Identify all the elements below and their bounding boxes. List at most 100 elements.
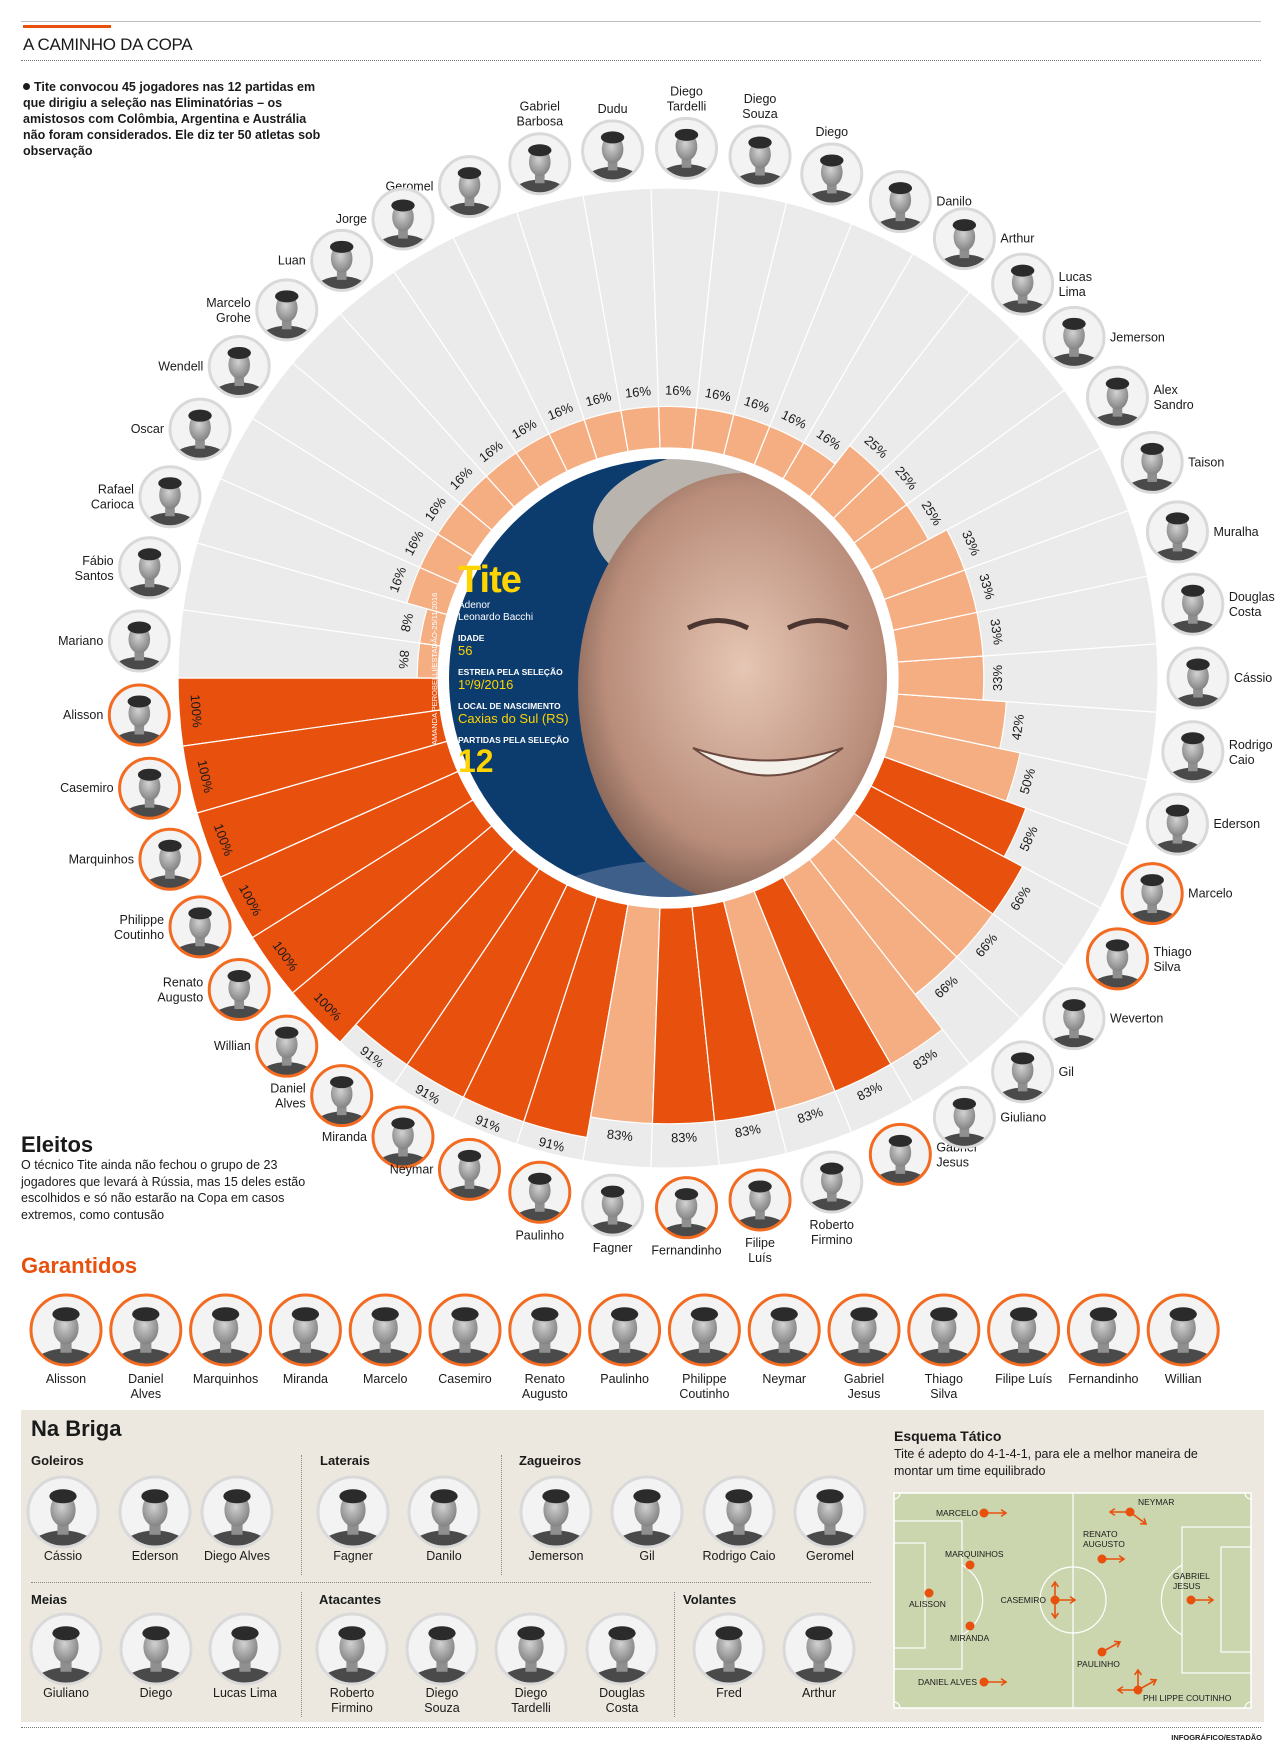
player-name: Gil — [639, 1549, 654, 1563]
divider — [31, 1582, 871, 1583]
player-photo — [987, 1293, 1061, 1367]
player-name: Paulinho — [600, 1372, 649, 1386]
player-name: Diego Souza — [742, 92, 777, 121]
bar — [832, 812, 994, 958]
player-photo — [255, 1014, 319, 1078]
bar — [651, 906, 716, 1125]
player-marker — [979, 1508, 989, 1518]
bar — [883, 569, 978, 631]
player-photo — [189, 1293, 263, 1367]
player-photo — [508, 132, 572, 196]
player-photo — [168, 895, 232, 959]
coach-full-name-1: Adenor — [458, 600, 491, 611]
player-name: Oscar — [131, 422, 164, 436]
field-player-name: DANIEL ALVES — [918, 1677, 977, 1687]
player-marker — [965, 1621, 975, 1631]
player-photo — [138, 827, 202, 891]
value-label: 42% — [1008, 713, 1027, 741]
matches-value: 12 — [458, 743, 494, 779]
player-photo — [315, 1612, 389, 1686]
value-label: 16% — [624, 383, 652, 401]
garantidos-row: Alisson Daniel Alves Marquinhos Miranda Marce… — [29, 1293, 1220, 1401]
player-photo — [932, 1085, 996, 1149]
player-photo — [782, 1612, 856, 1686]
player-photo — [1066, 1293, 1140, 1367]
accent-bar — [23, 25, 111, 28]
player-name: Thiago Silva — [925, 1372, 963, 1401]
value-label: 33% — [987, 618, 1006, 646]
player-photo — [728, 1168, 792, 1232]
player-name: Giuliano — [1000, 1110, 1046, 1124]
value-label: 91% — [537, 1134, 566, 1155]
player-photo — [119, 1612, 193, 1686]
field-player-name: RENATO AUGUSTO — [1083, 1529, 1125, 1549]
player-photo — [109, 1293, 183, 1367]
birthplace-label: LOCAL DE NASCIMENTO — [458, 701, 561, 711]
player-name: Wendell — [158, 359, 203, 373]
group-label-meias: Meias — [31, 1592, 68, 1607]
player-name: Geromel — [806, 1549, 854, 1563]
bar — [416, 642, 441, 679]
intro-text: Tite convocou 45 jogadores nas 12 partid… — [23, 79, 323, 159]
field-player-name: NEYMAR — [1138, 1497, 1174, 1507]
bar — [870, 755, 1027, 858]
bar — [896, 655, 985, 701]
player-marker — [1050, 1595, 1060, 1605]
player-name: Muralha — [1213, 525, 1258, 539]
bar — [354, 848, 541, 1066]
player-photo — [208, 1612, 282, 1686]
field-player-name: PAULINHO — [1077, 1659, 1120, 1669]
bar — [892, 611, 984, 663]
player-photo — [118, 1475, 192, 1549]
group-label-volantes: Volantes — [683, 1592, 737, 1607]
player-name: Jorge — [336, 212, 367, 226]
player-name: Fred — [716, 1686, 742, 1700]
age-label: IDADE — [458, 633, 485, 643]
player-name: Diego Tardelli — [667, 84, 707, 113]
player-name: Marquinhos — [193, 1372, 258, 1386]
matches-label: PARTIDAS PELA SELEÇÃO — [458, 735, 569, 745]
player-photo — [316, 1475, 390, 1549]
player-name: Arthur — [1000, 232, 1034, 246]
na-briga-title: Na Briga — [31, 1416, 122, 1441]
player-photo — [1166, 646, 1230, 710]
player-name: Danilo — [936, 195, 971, 209]
bar — [620, 405, 661, 453]
player-photo — [407, 1475, 481, 1549]
bar — [832, 472, 908, 544]
player-photo — [800, 142, 864, 206]
player-name: Douglas Costa — [1229, 590, 1275, 619]
player-photo — [437, 155, 501, 219]
player-name: Lucas Lima — [213, 1686, 277, 1700]
player-name: Ederson — [1213, 817, 1260, 831]
player-marker — [965, 1560, 975, 1570]
age-value: 56 — [458, 643, 473, 658]
divider — [21, 1727, 1261, 1728]
debut-value: 1º/9/2016 — [458, 677, 514, 692]
player-name: Daniel Alves — [270, 1082, 305, 1111]
divider — [501, 1455, 502, 1575]
player-photo — [793, 1475, 867, 1549]
field-player-name: CASEMIRO — [1001, 1595, 1047, 1605]
bar — [892, 693, 1008, 750]
player-name: Diego — [815, 125, 848, 139]
player-photo — [508, 1160, 572, 1224]
player-name: Roberto Firmino — [810, 1218, 855, 1247]
bar — [418, 608, 448, 647]
player-name: Willian — [214, 1039, 251, 1053]
player-photo — [168, 397, 232, 461]
player-photo — [747, 1293, 821, 1367]
bar — [883, 725, 1021, 802]
player-name: Neymar — [762, 1372, 806, 1386]
bar — [753, 425, 805, 480]
player-marker — [979, 1677, 989, 1687]
player-photo — [348, 1293, 422, 1367]
value-label: 100% — [188, 694, 205, 729]
player-photo — [991, 252, 1055, 316]
photo-credit: AMANDA PEROBELLI/ESTADÃO-25/11/2016 — [430, 592, 439, 745]
player-name: Luan — [278, 253, 306, 267]
tactical-field: MARCELO NEYMAR RENATO AUGUSTO MARQUINHOS ALIS… — [893, 1492, 1252, 1709]
esquema-title: Esquema Tático — [894, 1428, 1002, 1444]
player-name: Cássio — [1234, 671, 1272, 685]
player-photo — [1042, 305, 1106, 369]
